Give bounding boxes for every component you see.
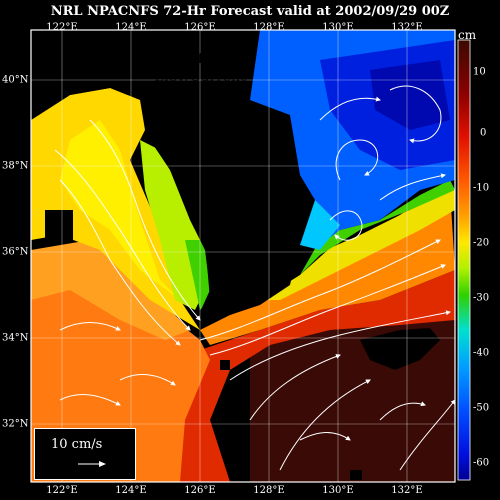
y-tick-32: 32°N: [2, 418, 29, 430]
colorbar-label-minus10: -10: [473, 182, 490, 194]
colorbar-unit: cm: [458, 28, 477, 42]
y-tick-38: 38°N: [2, 160, 29, 172]
x-tick-top-122: 122°E: [46, 22, 78, 33]
velocity-scale-legend: 10 cm/s: [34, 428, 136, 480]
colorbar-label-minus20: -20: [473, 237, 490, 249]
page-title: NRL NPACNFS 72-Hr Forecast valid at 2002…: [50, 4, 450, 19]
colorbar-label-0: 0: [480, 127, 487, 139]
x-tick-bottom-128: 128°E: [253, 485, 285, 496]
graticule: [31, 30, 455, 482]
colorbar: [457, 39, 471, 481]
colorbar-label-minus60: -60: [473, 457, 490, 469]
field-title-line-1: Surface: [172, 51, 228, 67]
plot-frame: [30, 29, 456, 483]
sea-surface-elevation-field: [31, 30, 455, 482]
x-tick-bottom-130: 130°E: [322, 485, 354, 496]
x-tick-top-126: 126°E: [184, 22, 216, 33]
surface-current-streamlines: [54, 85, 456, 471]
x-tick-bottom-122: 122°E: [46, 485, 78, 496]
x-tick-top-128: 128°E: [253, 22, 285, 33]
x-tick-bottom-132: 132°E: [391, 485, 423, 496]
x-tick-top-124: 124°E: [115, 22, 147, 33]
field-title-line-2: Elev/Current: [154, 69, 246, 85]
field-title: Surface Elev/Current: [134, 50, 266, 86]
x-tick-top-132: 132°E: [391, 22, 423, 33]
colorbar-label-minus40: -40: [473, 347, 490, 359]
x-tick-top-130: 130°E: [322, 22, 354, 33]
y-tick-40: 40°N: [2, 74, 29, 86]
y-tick-36: 36°N: [2, 246, 29, 258]
colorbar-label-minus30: -30: [473, 292, 490, 304]
colorbar-label-minus50: -50: [473, 402, 490, 414]
colorbar-label-10: 10: [473, 66, 486, 78]
arrow-right-icon: [78, 461, 106, 467]
x-tick-bottom-126: 126°E: [184, 485, 216, 496]
velocity-scale-label: 10 cm/s: [51, 437, 103, 452]
land-mask: [31, 30, 440, 480]
x-tick-bottom-124: 124°E: [115, 485, 147, 496]
y-tick-34: 34°N: [2, 332, 29, 344]
